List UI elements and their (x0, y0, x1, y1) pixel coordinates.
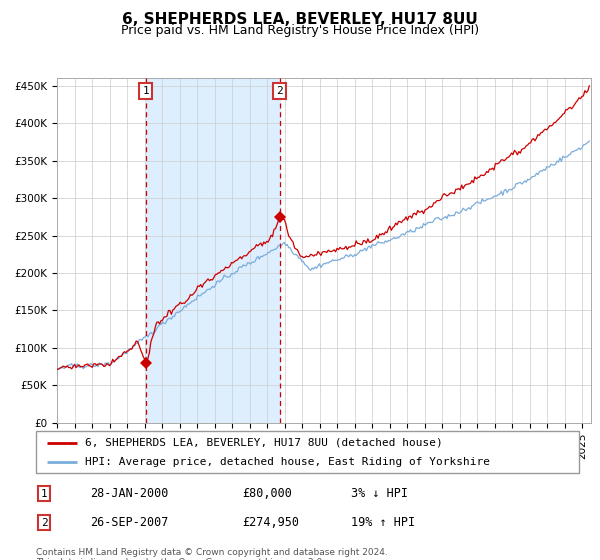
Text: 3% ↓ HPI: 3% ↓ HPI (351, 487, 408, 500)
Text: 26-SEP-2007: 26-SEP-2007 (91, 516, 169, 529)
Text: 1: 1 (41, 489, 47, 498)
Text: 2: 2 (277, 86, 283, 96)
Text: 28-JAN-2000: 28-JAN-2000 (91, 487, 169, 500)
Text: £80,000: £80,000 (242, 487, 292, 500)
Text: Contains HM Land Registry data © Crown copyright and database right 2024.
This d: Contains HM Land Registry data © Crown c… (36, 548, 388, 560)
Text: 6, SHEPHERDS LEA, BEVERLEY, HU17 8UU: 6, SHEPHERDS LEA, BEVERLEY, HU17 8UU (122, 12, 478, 27)
Text: Price paid vs. HM Land Registry's House Price Index (HPI): Price paid vs. HM Land Registry's House … (121, 24, 479, 37)
Text: 19% ↑ HPI: 19% ↑ HPI (351, 516, 415, 529)
Text: 2: 2 (41, 517, 47, 528)
Text: 1: 1 (142, 86, 149, 96)
Bar (146, 78, 280, 423)
Text: HPI: Average price, detached house, East Riding of Yorkshire: HPI: Average price, detached house, East… (85, 457, 490, 467)
Text: 6, SHEPHERDS LEA, BEVERLEY, HU17 8UU (detached house): 6, SHEPHERDS LEA, BEVERLEY, HU17 8UU (de… (85, 437, 443, 447)
Text: £274,950: £274,950 (242, 516, 299, 529)
FancyBboxPatch shape (36, 431, 579, 473)
